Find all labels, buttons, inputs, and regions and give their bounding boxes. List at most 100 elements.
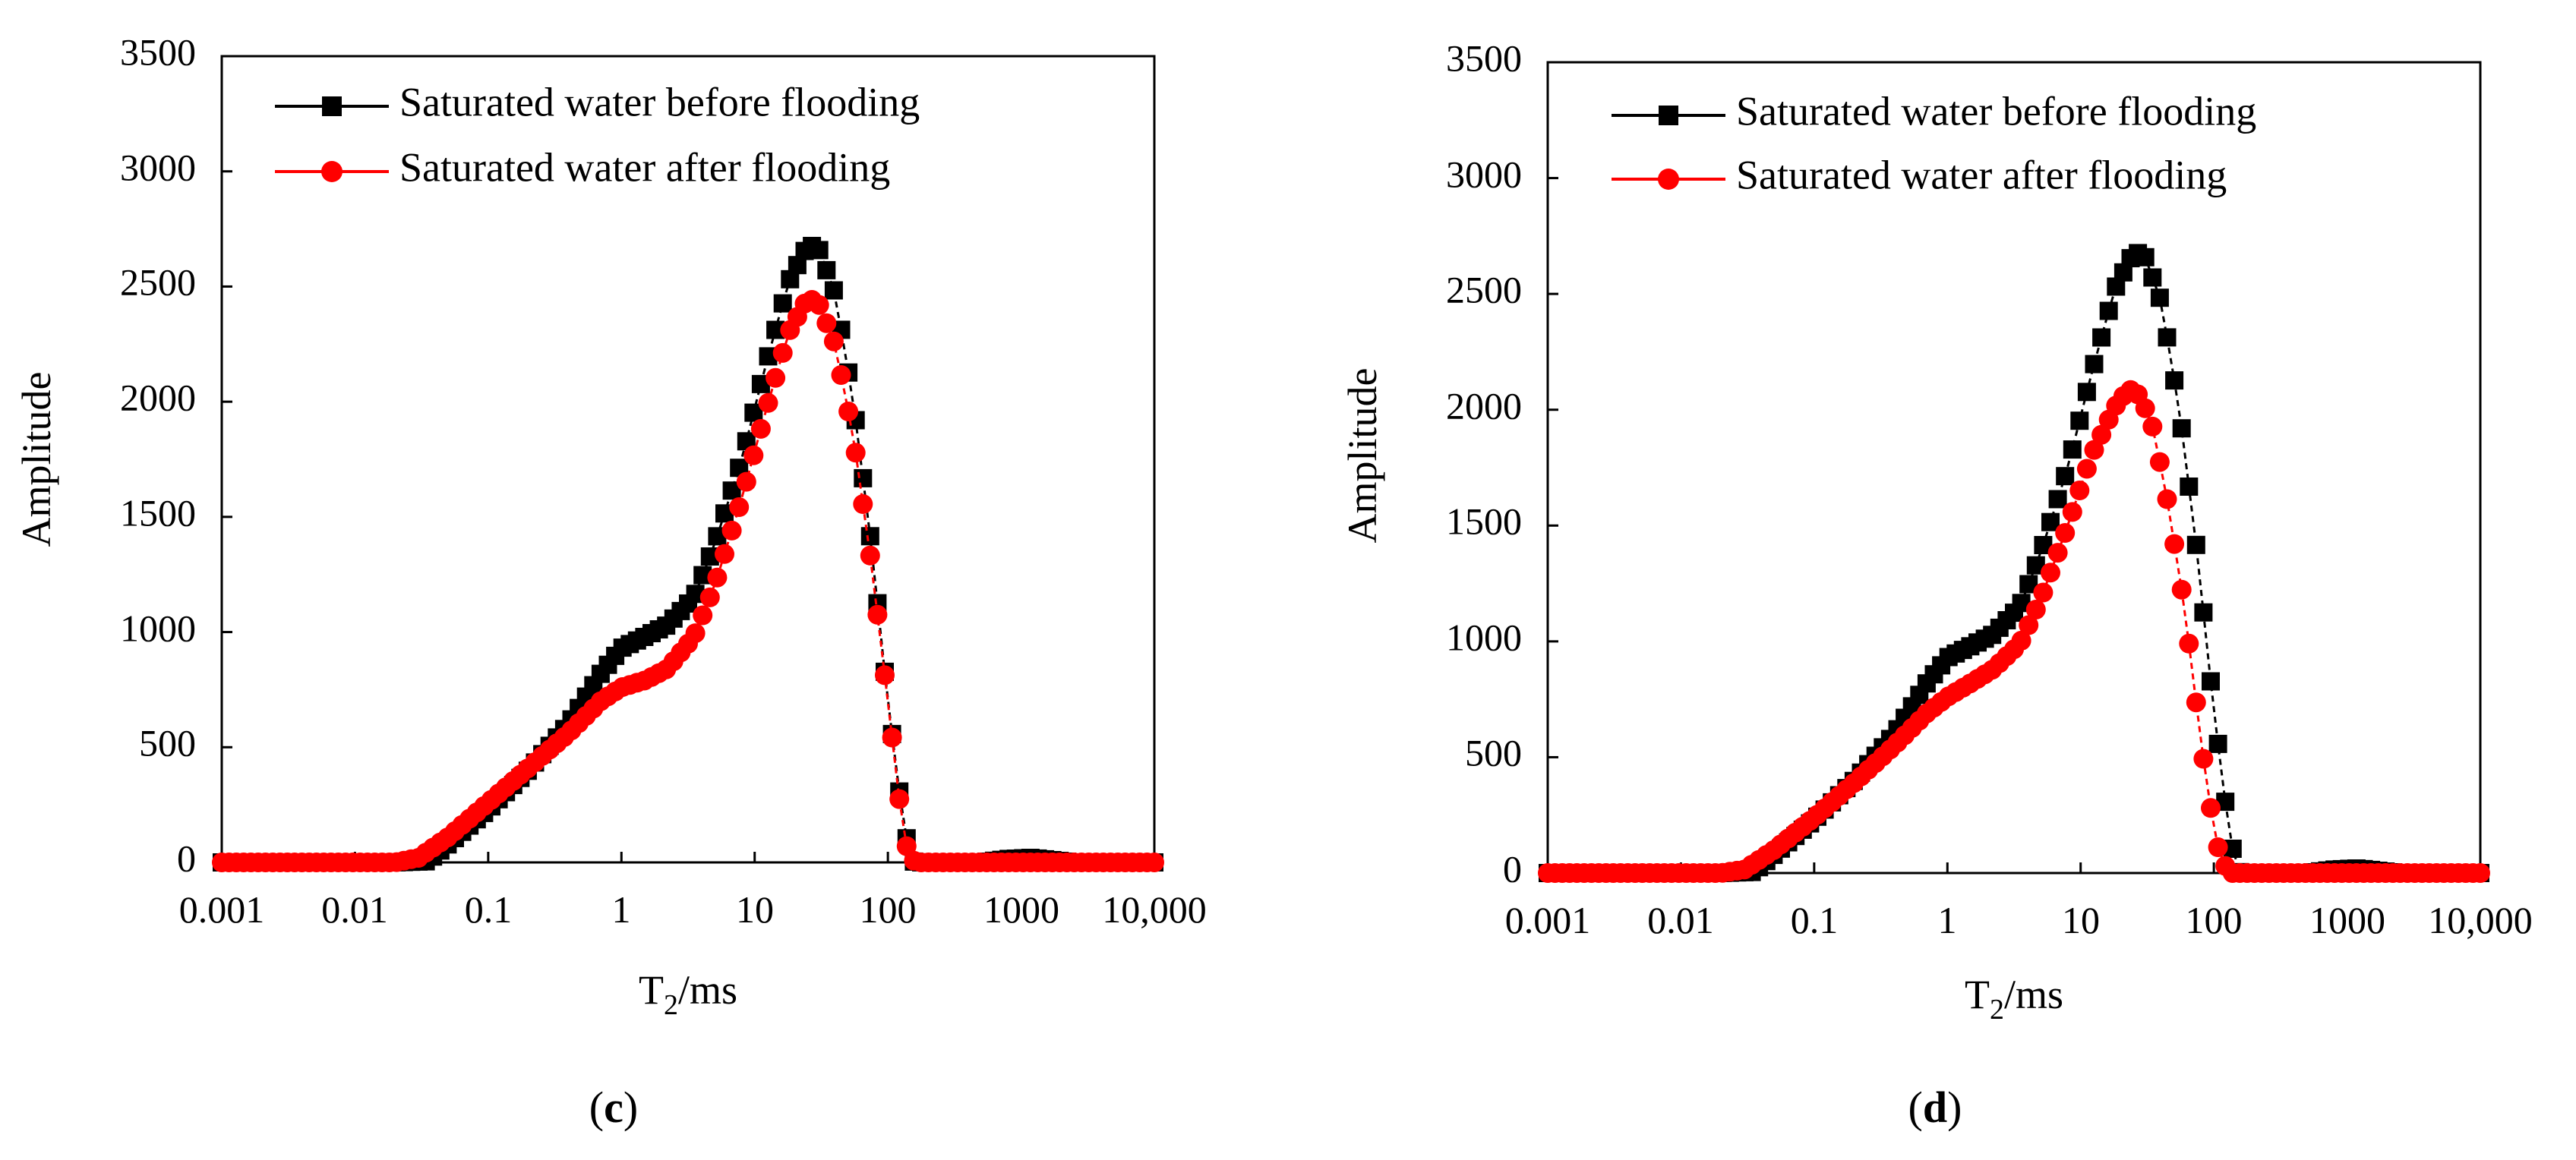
data-point-square	[2158, 328, 2177, 347]
data-point-circle	[707, 567, 728, 588]
data-point-square	[860, 527, 879, 546]
data-point-square	[2063, 440, 2082, 459]
data-point-circle	[2047, 543, 2068, 563]
x-tick-label: 0.01	[1647, 899, 1714, 941]
x-tick-label: 10,000	[2428, 899, 2533, 941]
x-axis-title-sub: 2	[664, 989, 678, 1021]
y-tick-label: 0	[1503, 847, 1522, 890]
data-point-square	[2092, 328, 2111, 347]
data-point-square	[2165, 371, 2184, 390]
data-point-circle	[685, 623, 706, 644]
data-point-circle	[2201, 798, 2221, 818]
panel-label-close: )	[1947, 1083, 1962, 1132]
data-point-circle	[2164, 534, 2185, 554]
x-tick-label: 1000	[983, 888, 1059, 931]
data-point-circle	[721, 520, 742, 541]
data-point-circle	[2171, 579, 2192, 600]
data-point-circle	[2149, 452, 2170, 472]
legend-label-after: Saturated water after flooding	[399, 144, 890, 190]
y-tick-label: 1000	[1446, 616, 1522, 658]
y-tick-label: 3000	[1446, 153, 1522, 195]
x-axis-title: T2/ms	[639, 967, 737, 1021]
data-point-circle	[2055, 523, 2076, 543]
legend: Saturated water before flooding Saturate…	[275, 79, 920, 190]
legend-label-before: Saturated water before flooding	[399, 79, 920, 125]
data-point-circle	[772, 342, 793, 363]
x-tick-label: 0.001	[1505, 899, 1591, 941]
panel-label-d: (d)	[1908, 1083, 1962, 1132]
legend: Saturated water before flooding Saturate…	[1612, 88, 2256, 197]
data-point-circle	[743, 445, 764, 465]
x-tick-label: 100	[2186, 899, 2243, 941]
data-point-circle	[2135, 398, 2155, 418]
data-point-square	[2150, 288, 2169, 307]
panel-label-letter: c	[604, 1083, 623, 1132]
data-point-square	[2180, 478, 2199, 496]
y-tick-label: 2000	[120, 376, 196, 418]
data-point-square	[2143, 268, 2162, 287]
data-point-circle	[736, 471, 756, 492]
chart-marks	[1538, 61, 2490, 883]
y-tick-label: 2000	[1446, 384, 1522, 427]
y-tick-label: 1000	[120, 607, 196, 649]
y-tick-label: 0	[177, 837, 196, 879]
data-point-square	[2099, 301, 2118, 320]
data-point-square	[2077, 383, 2096, 402]
y-axis-title: Amplitude	[1340, 368, 1385, 544]
data-point-circle	[2142, 416, 2163, 437]
series-line	[222, 244, 1154, 864]
data-point-circle	[860, 545, 880, 566]
series-after-flooding	[1538, 380, 2490, 883]
data-point-circle	[2041, 563, 2060, 583]
legend-marker-circle	[1658, 169, 1679, 190]
plot-area-frame	[1546, 61, 2482, 875]
data-point-circle	[693, 605, 713, 626]
data-point-square	[2048, 490, 2067, 509]
data-point-circle	[2019, 615, 2039, 635]
x-tick-label: 0.1	[1791, 899, 1839, 941]
y-tick-label: 2500	[120, 260, 196, 303]
data-point-circle	[750, 418, 771, 439]
data-point-circle	[715, 544, 734, 564]
data-point-circle	[2193, 749, 2214, 769]
data-point-square	[2056, 467, 2075, 486]
data-point-square	[824, 281, 843, 300]
x-axis-title-sub: 2	[1990, 994, 2004, 1026]
data-point-square	[773, 294, 792, 313]
y-tick-label: 3500	[1446, 36, 1522, 79]
chart-panel-c: 0 500 1000 1500 2000 2500 3000 3500 0.00…	[14, 30, 1207, 1132]
x-tick-label: 10	[2062, 899, 2100, 941]
data-point-circle	[2186, 692, 2206, 713]
series-after-flooding	[212, 290, 1164, 872]
series-line	[222, 298, 1154, 864]
x-tick-label: 1	[1938, 899, 1957, 941]
panel-label-open: (	[1908, 1083, 1923, 1132]
data-point-circle	[2208, 837, 2228, 857]
y-tick-label: 500	[1465, 731, 1522, 774]
data-point-circle	[2076, 459, 2097, 479]
data-point-circle	[809, 295, 829, 315]
chart-panel-d: 0 500 1000 1500 2000 2500 3000 3500 0.00…	[1340, 36, 2533, 1132]
data-point-circle	[2025, 600, 2046, 619]
legend-marker-square	[322, 96, 342, 116]
chart-marks	[212, 55, 1164, 872]
data-point-square	[810, 241, 829, 260]
data-point-circle	[2062, 502, 2082, 522]
data-point-circle	[845, 443, 866, 463]
data-point-circle	[766, 367, 786, 388]
data-point-circle	[729, 497, 750, 517]
x-axis-title-main: T	[1965, 972, 1990, 1017]
y-tick-label: 3000	[120, 146, 196, 188]
data-point-circle	[816, 313, 837, 333]
panel-label-close: )	[623, 1083, 638, 1132]
data-point-circle	[853, 494, 873, 514]
data-point-square	[2172, 419, 2191, 438]
x-tick-label: 10	[736, 888, 774, 931]
y-axis-title: Amplitude	[14, 372, 59, 547]
data-point-square	[854, 468, 873, 487]
data-point-square	[2194, 603, 2213, 622]
series-before-flooding	[213, 237, 1163, 872]
plot-area-frame	[220, 55, 1156, 864]
data-point-circle	[2470, 863, 2490, 883]
